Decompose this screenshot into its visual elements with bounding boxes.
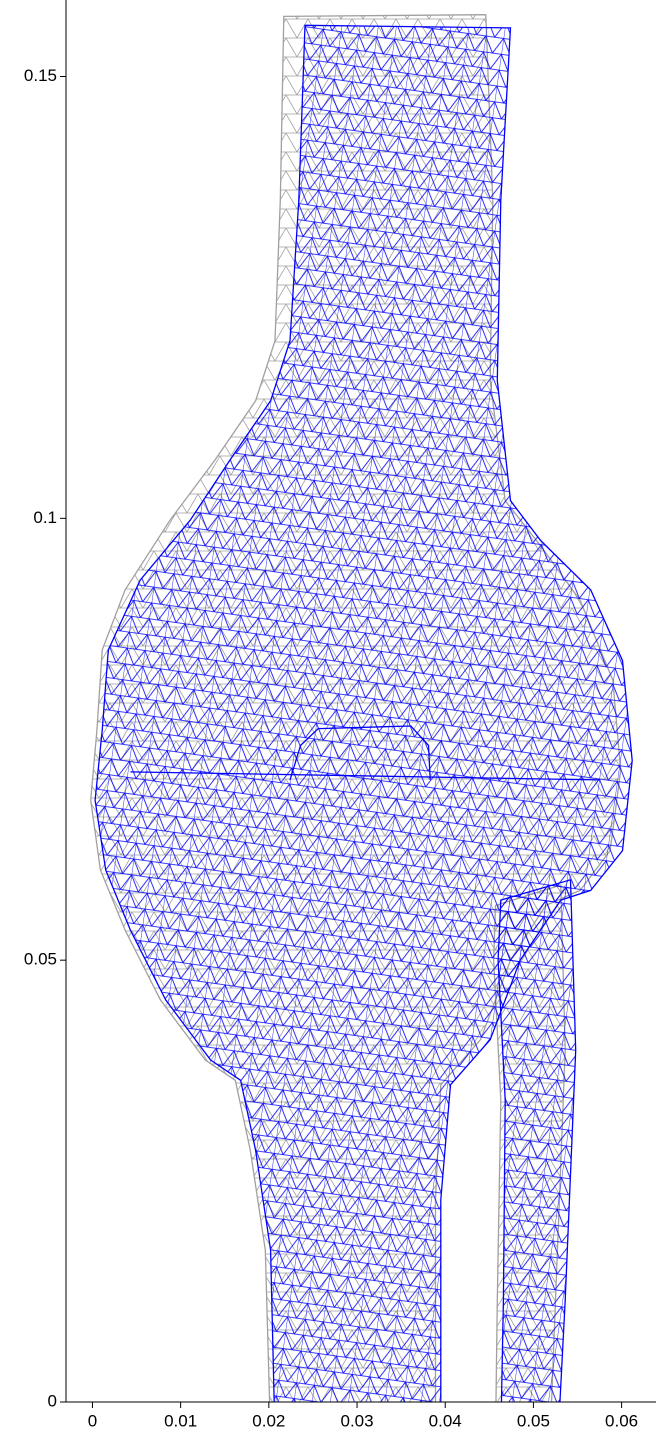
y-tick-label: 0.1: [33, 508, 57, 527]
x-tick-label: 0.01: [164, 1411, 197, 1430]
y-tick-label: 0.05: [24, 950, 57, 969]
mesh-outline: [498, 880, 576, 1437]
x-tick-label: 0.04: [429, 1411, 462, 1430]
chart: 0 0.01 0.02 0.03 0.04 0.05 0.06 0 0.05 0.1 0.15: [0, 0, 656, 1437]
x-tick-label: 0.03: [340, 1411, 373, 1430]
x-tick-label: 0.05: [517, 1411, 550, 1430]
x-tick-label: 0.02: [252, 1411, 285, 1430]
y-tick-label: 0: [48, 1391, 57, 1410]
x-tick-label: 0.06: [605, 1411, 638, 1430]
plot-area: [91, 15, 633, 1437]
y-tick-label: 0.15: [24, 66, 57, 85]
x-tick-label: 0: [88, 1411, 97, 1430]
